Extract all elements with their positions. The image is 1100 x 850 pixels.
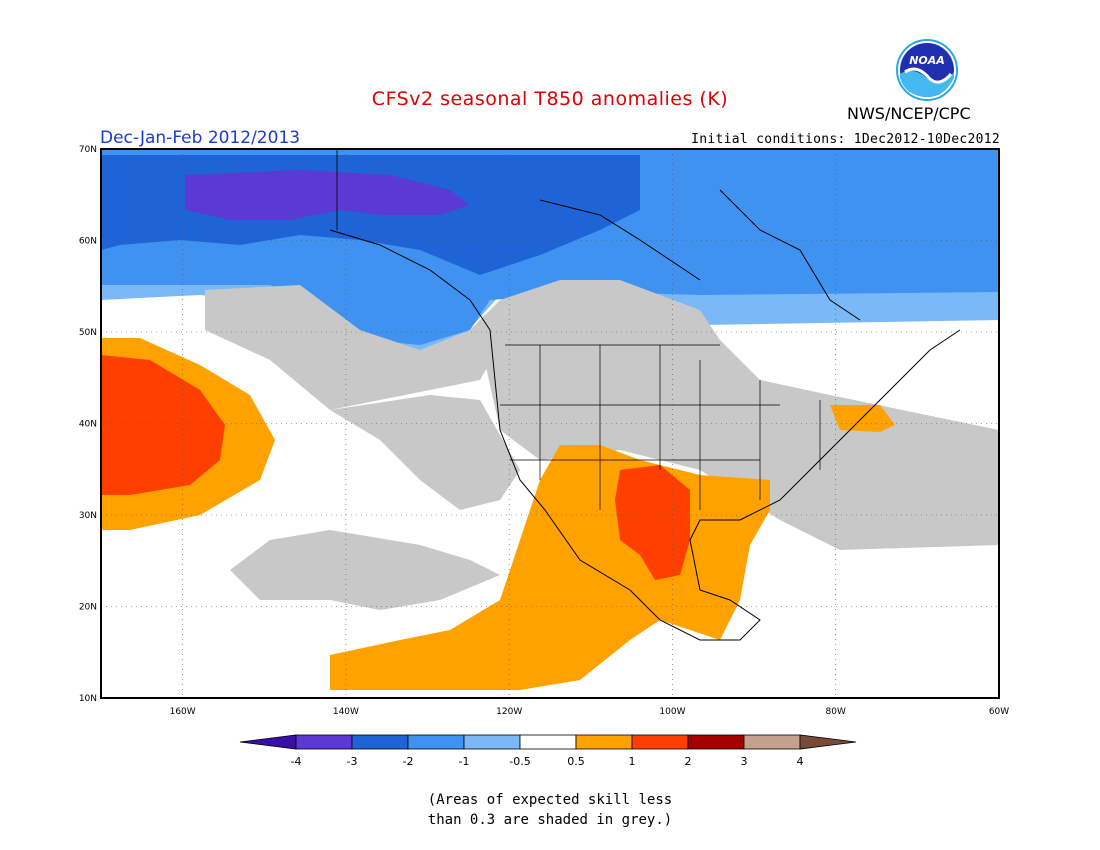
legend-arrow-high xyxy=(799,734,857,750)
map-title: CFSv2 seasonal T850 anomalies (K) xyxy=(371,88,729,110)
low-skill-region-pacific-south xyxy=(230,530,500,610)
anomaly-region-minus-3 xyxy=(185,170,470,220)
legend-swatch xyxy=(743,734,801,750)
latitude-tick-label: 40N xyxy=(79,420,97,430)
footnote-line-1: (Areas of expected skill less xyxy=(427,792,673,808)
legend-tick-label: 3 xyxy=(741,755,748,768)
low-skill-region-north xyxy=(205,280,720,410)
longitude-tick-label: 80W xyxy=(826,707,846,717)
latitude-labels: 70N 60N 50N 40N 30N 20N 10N xyxy=(79,145,97,704)
anomaly-region-plus-0-5-northeast xyxy=(830,405,895,432)
legend-swatch xyxy=(463,734,521,750)
legend-tick-label: -1 xyxy=(459,755,470,768)
anomaly-region-plus-1-pacific xyxy=(101,355,225,495)
latitude-tick-label: 10N xyxy=(79,694,97,704)
agency-label: NWS/NCEP/CPC xyxy=(847,104,971,123)
longitude-tick-label: 120W xyxy=(496,707,522,717)
latitude-tick-label: 70N xyxy=(79,145,97,155)
legend-swatch xyxy=(631,734,689,750)
north-america-coastline xyxy=(329,189,961,641)
longitude-labels: 160W 140W 120W 100W 80W 60W xyxy=(170,707,1010,717)
svg-text:NOAA: NOAA xyxy=(909,54,945,67)
legend-tick-label: -4 xyxy=(291,755,302,768)
footnote-line-2: than 0.3 are shaded in grey.) xyxy=(427,812,673,828)
legend-swatch xyxy=(687,734,745,750)
season-label: Dec-Jan-Feb 2012/2013 xyxy=(100,128,301,148)
legend-tick-label: 2 xyxy=(685,755,692,768)
legend-tick-label: 0.5 xyxy=(567,755,585,768)
latitude-tick-label: 60N xyxy=(79,237,97,247)
latitude-tick-label: 20N xyxy=(79,603,97,613)
latitude-tick-label: 30N xyxy=(79,511,97,521)
legend-arrow-low xyxy=(239,734,297,750)
legend-tick-label: -3 xyxy=(347,755,358,768)
map-plot-area xyxy=(101,149,999,698)
noaa-logo-icon: NOAA xyxy=(896,39,958,101)
latitude-tick-label: 50N xyxy=(79,328,97,338)
longitude-tick-label: 160W xyxy=(170,707,196,717)
color-legend: -4 -3 -2 -1 -0.5 0.5 1 2 3 4 xyxy=(239,734,857,768)
legend-tick-label: -2 xyxy=(403,755,414,768)
us-state-borders xyxy=(500,344,821,510)
legend-tick-label: 4 xyxy=(797,755,804,768)
legend-tick-label: 1 xyxy=(629,755,636,768)
anomaly-region-plus-1-texas xyxy=(615,465,690,580)
longitude-tick-label: 100W xyxy=(659,707,685,717)
map-frame xyxy=(100,148,1000,699)
legend-swatch xyxy=(295,734,353,750)
legend-swatch xyxy=(351,734,409,750)
skill-footnote: (Areas of expected skill less than 0.3 a… xyxy=(0,790,1100,830)
legend-swatch xyxy=(519,734,577,750)
low-skill-region-us xyxy=(480,340,999,550)
initial-conditions-label: Initial conditions: 1Dec2012-10Dec2012 xyxy=(691,132,1000,147)
low-skill-region-west xyxy=(330,395,520,510)
legend-swatch xyxy=(407,734,465,750)
legend-tick-label: -0.5 xyxy=(509,755,530,768)
longitude-tick-label: 140W xyxy=(333,707,359,717)
legend-swatch xyxy=(575,734,633,750)
longitude-tick-label: 60W xyxy=(989,707,1009,717)
